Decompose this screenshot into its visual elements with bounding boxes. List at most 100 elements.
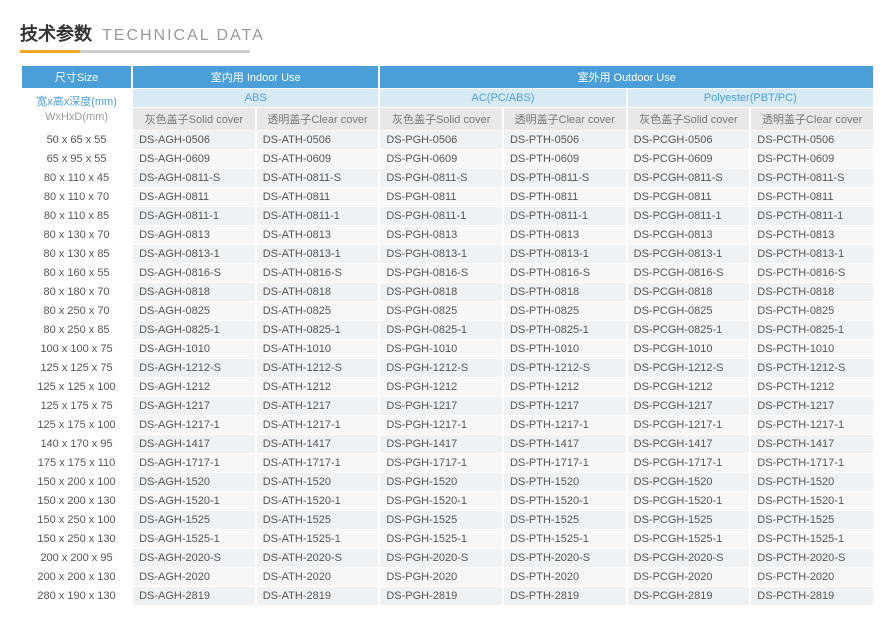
data-cell: DS-ATH-0811-S	[257, 169, 379, 187]
data-cell: DS-PCTH-0825	[751, 302, 873, 320]
data-cell: DS-PTH-1010	[504, 340, 626, 358]
data-cell: DS-PGH-1217-1	[380, 416, 502, 434]
table-row: 140 x 170 x 95DS-AGH-1417DS-ATH-1417DS-P…	[22, 435, 873, 453]
size-cell: 80 x 250 x 85	[22, 321, 131, 339]
table-row: 50 x 65 x 55DS-AGH-0506DS-ATH-0506DS-PGH…	[22, 131, 873, 149]
data-cell: DS-PGH-2020-S	[380, 549, 502, 567]
data-cell: DS-PGH-0506	[380, 131, 502, 149]
data-cell: DS-PTH-2819	[504, 587, 626, 605]
data-cell: DS-ATH-1212-S	[257, 359, 379, 377]
table-row: 280 x 190 x 130DS-AGH-2819DS-ATH-2819DS-…	[22, 587, 873, 605]
data-cell: DS-AGH-0816-S	[133, 264, 255, 282]
data-cell: DS-AGH-1525-1	[133, 530, 255, 548]
table-row: 80 x 250 x 70DS-AGH-0825DS-ATH-0825DS-PG…	[22, 302, 873, 320]
data-cell: DS-ATH-0813-1	[257, 245, 379, 263]
data-cell: DS-AGH-0811-S	[133, 169, 255, 187]
table-row: 80 x 160 x 55DS-AGH-0816-SDS-ATH-0816-SD…	[22, 264, 873, 282]
data-cell: DS-PCTH-1010	[751, 340, 873, 358]
data-cell: DS-PGH-0825-1	[380, 321, 502, 339]
data-cell: DS-AGH-1217-1	[133, 416, 255, 434]
data-cell: DS-ATH-1212	[257, 378, 379, 396]
table-row: 125 x 125 x 75DS-AGH-1212-SDS-ATH-1212-S…	[22, 359, 873, 377]
data-cell: DS-PGH-1212-S	[380, 359, 502, 377]
data-cell: DS-ATH-1520-1	[257, 492, 379, 510]
data-cell: DS-AGH-1010	[133, 340, 255, 358]
data-cell: DS-PCTH-0609	[751, 150, 873, 168]
size-cell: 80 x 160 x 55	[22, 264, 131, 282]
data-cell: DS-PTH-1212-S	[504, 359, 626, 377]
hdr-size-dim: 宽x高x深度(mm) WxHxD(mm)	[22, 89, 131, 130]
data-cell: DS-PCGH-1212-S	[628, 359, 750, 377]
data-cell: DS-PCGH-2020-S	[628, 549, 750, 567]
data-cell: DS-PCGH-0816-S	[628, 264, 750, 282]
table-row: 150 x 250 x 130DS-AGH-1525-1DS-ATH-1525-…	[22, 530, 873, 548]
data-cell: DS-PCTH-1717-1	[751, 454, 873, 472]
data-cell: DS-PCGH-0825-1	[628, 321, 750, 339]
data-cell: DS-PTH-1525-1	[504, 530, 626, 548]
data-cell: DS-PTH-0813-1	[504, 245, 626, 263]
data-cell: DS-PTH-0811-1	[504, 207, 626, 225]
table-row: 200 x 200 x 130DS-AGH-2020DS-ATH-2020DS-…	[22, 568, 873, 586]
hdr-clear: 透明盖子Clear cover	[751, 108, 873, 130]
hdr-clear: 透明盖子Clear cover	[257, 108, 379, 130]
hdr-abs: ABS	[133, 89, 378, 107]
data-cell: DS-PTH-1520-1	[504, 492, 626, 510]
data-cell: DS-PCGH-1417	[628, 435, 750, 453]
data-cell: DS-PGH-0818	[380, 283, 502, 301]
data-cell: DS-PGH-0816-S	[380, 264, 502, 282]
data-cell: DS-PCTH-0811	[751, 188, 873, 206]
data-cell: DS-PCGH-1217-1	[628, 416, 750, 434]
data-cell: DS-PCTH-1212-S	[751, 359, 873, 377]
title-cn: 技术参数	[20, 20, 92, 46]
size-cell: 175 x 175 x 110	[22, 454, 131, 472]
size-cell: 200 x 200 x 95	[22, 549, 131, 567]
data-cell: DS-PCTH-0825-1	[751, 321, 873, 339]
data-cell: DS-PGH-0825	[380, 302, 502, 320]
data-cell: DS-AGH-0813-1	[133, 245, 255, 263]
size-cell: 80 x 110 x 70	[22, 188, 131, 206]
data-cell: DS-ATH-1217	[257, 397, 379, 415]
data-cell: DS-PCGH-2020	[628, 568, 750, 586]
data-cell: DS-PTH-2020	[504, 568, 626, 586]
data-cell: DS-PCGH-1520-1	[628, 492, 750, 510]
data-cell: DS-AGH-1717-1	[133, 454, 255, 472]
data-cell: DS-PCTH-0813-1	[751, 245, 873, 263]
data-cell: DS-AGH-0811	[133, 188, 255, 206]
data-cell: DS-PCTH-0811-1	[751, 207, 873, 225]
data-cell: DS-PCGH-1212	[628, 378, 750, 396]
data-cell: DS-PCGH-1010	[628, 340, 750, 358]
table-row: 80 x 110 x 70DS-AGH-0811DS-ATH-0811DS-PG…	[22, 188, 873, 206]
size-cell: 150 x 200 x 100	[22, 473, 131, 491]
size-cell: 100 x 100 x 75	[22, 340, 131, 358]
size-cell: 125 x 175 x 100	[22, 416, 131, 434]
size-cell: 280 x 190 x 130	[22, 587, 131, 605]
data-cell: DS-AGH-0813	[133, 226, 255, 244]
table-row: 80 x 110 x 45DS-AGH-0811-SDS-ATH-0811-SD…	[22, 169, 873, 187]
data-cell: DS-PGH-1417	[380, 435, 502, 453]
hdr-indoor: 室内用 Indoor Use	[133, 66, 378, 88]
data-cell: DS-PCTH-1212	[751, 378, 873, 396]
size-cell: 65 x 95 x 55	[22, 150, 131, 168]
table-row: 125 x 175 x 75DS-AGH-1217DS-ATH-1217DS-P…	[22, 397, 873, 415]
data-cell: DS-PCTH-1217	[751, 397, 873, 415]
size-cell: 140 x 170 x 95	[22, 435, 131, 453]
data-cell: DS-PCGH-1525	[628, 511, 750, 529]
data-cell: DS-PCGH-1717-1	[628, 454, 750, 472]
hdr-outdoor: 室外用 Outdoor Use	[380, 66, 873, 88]
data-cell: DS-PCGH-1217	[628, 397, 750, 415]
size-cell: 200 x 200 x 130	[22, 568, 131, 586]
data-cell: DS-PCGH-2819	[628, 587, 750, 605]
data-cell: DS-ATH-0825	[257, 302, 379, 320]
data-cell: DS-AGH-0811-1	[133, 207, 255, 225]
table-header: 尺寸Size 室内用 Indoor Use 室外用 Outdoor Use 宽x…	[22, 66, 873, 130]
data-cell: DS-PTH-0813	[504, 226, 626, 244]
data-cell: DS-AGH-2819	[133, 587, 255, 605]
data-cell: DS-PCTH-0818	[751, 283, 873, 301]
table-row: 65 x 95 x 55DS-AGH-0609DS-ATH-0609DS-PGH…	[22, 150, 873, 168]
data-cell: DS-PCTH-2819	[751, 587, 873, 605]
data-cell: DS-ATH-0609	[257, 150, 379, 168]
size-sub2: WxHxD(mm)	[28, 110, 125, 124]
data-cell: DS-PGH-1520	[380, 473, 502, 491]
size-cell: 125 x 175 x 75	[22, 397, 131, 415]
data-cell: DS-PGH-1525	[380, 511, 502, 529]
